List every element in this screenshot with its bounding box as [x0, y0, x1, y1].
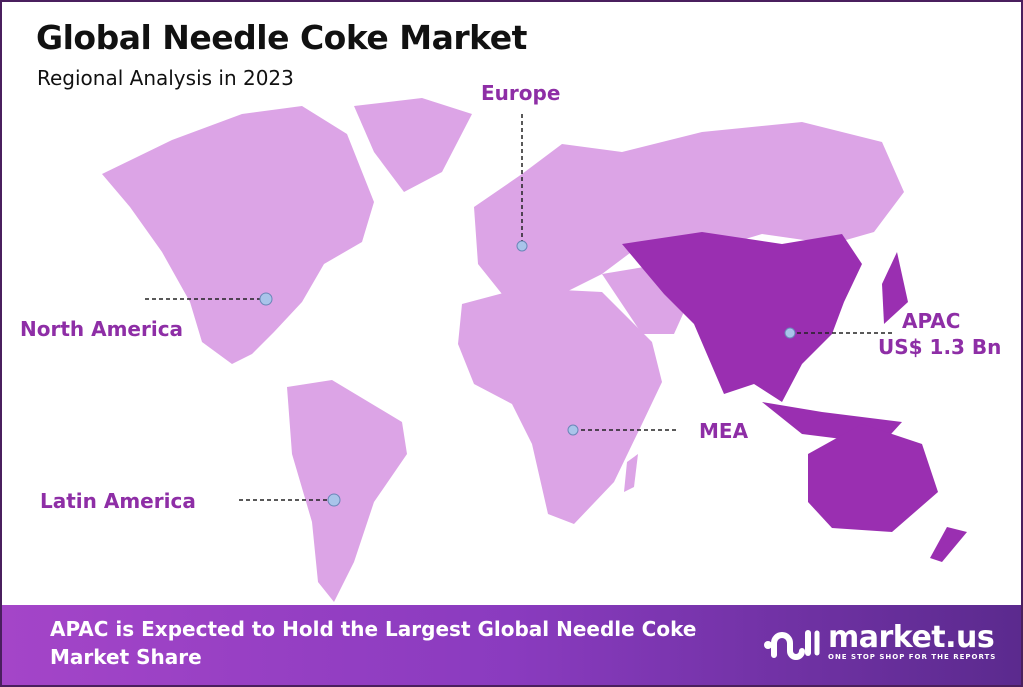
apac-marker — [784, 327, 796, 339]
north-america-landmass — [102, 106, 374, 364]
logo-name: market.us — [828, 620, 995, 655]
new-zealand-landmass — [930, 527, 967, 562]
logo-tagline: ONE STOP SHOP FOR THE REPORTS — [828, 653, 997, 661]
apac-label: APAC — [902, 309, 961, 333]
europe-marker — [516, 240, 528, 252]
page-title: Global Needle Coke Market — [36, 18, 527, 57]
madagascar-landmass — [624, 454, 638, 492]
europe-russia-landmass — [474, 122, 904, 294]
market-us-logo-icon — [764, 630, 820, 660]
mea-label: MEA — [699, 419, 749, 443]
mea-marker — [567, 424, 579, 436]
australia-landmass — [808, 424, 938, 532]
apac-landmass — [622, 232, 862, 402]
market-us-logo: market.us ONE STOP SHOP FOR THE REPORTS — [762, 621, 996, 663]
north-america-marker — [259, 292, 273, 306]
page-subtitle: Regional Analysis in 2023 — [37, 66, 294, 90]
footer-text: APAC is Expected to Hold the Largest Glo… — [50, 617, 697, 669]
europe-label: Europe — [481, 81, 561, 105]
north-america-label: North America — [20, 317, 184, 341]
world-map — [102, 98, 967, 602]
greenland-landmass — [354, 98, 472, 192]
latin-america-marker — [327, 493, 341, 507]
south-america-landmass — [287, 380, 407, 602]
footer-banner: APAC is Expected to Hold the Largest Glo… — [2, 605, 1021, 685]
africa-landmass — [458, 288, 662, 524]
japan-landmass — [882, 252, 908, 324]
latin-america-label: Latin America — [40, 489, 196, 513]
apac-value: US$ 1.3 Bn — [878, 335, 1002, 359]
